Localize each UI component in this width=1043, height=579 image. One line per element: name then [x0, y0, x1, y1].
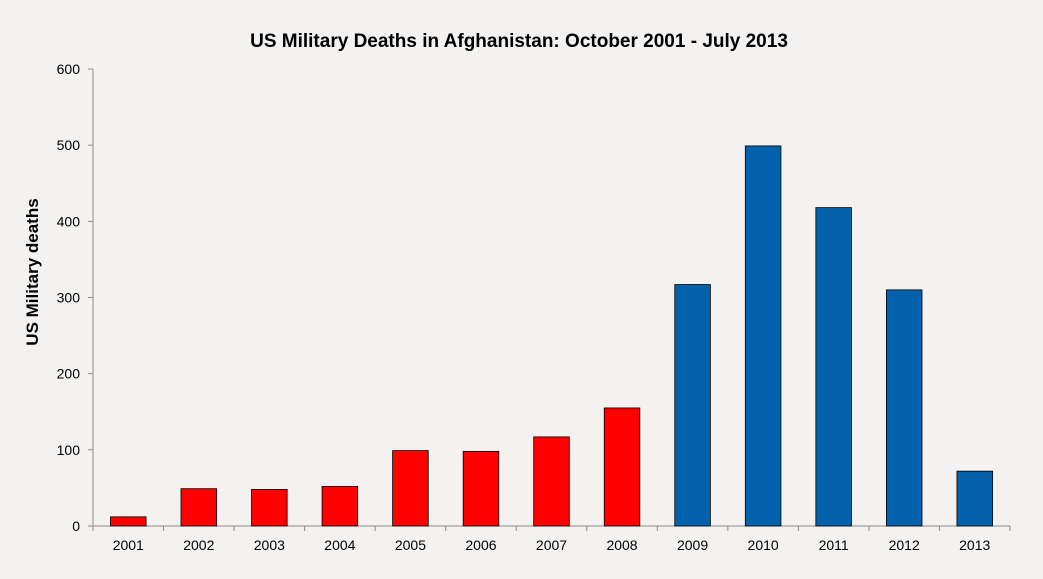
- y-axis: 0 100 200 300 400 500 600: [57, 61, 94, 534]
- x-tick-label: 2011: [819, 537, 849, 553]
- x-tick-label: 2002: [183, 537, 214, 553]
- y-tick-label: 100: [57, 442, 81, 458]
- y-tick-label: 400: [57, 213, 81, 229]
- bar-2005: [392, 450, 429, 527]
- bar-2013: [956, 470, 993, 527]
- x-tick-label: 2003: [254, 537, 285, 553]
- y-axis-label: US Military deaths: [23, 198, 42, 345]
- bar-2002: [180, 488, 218, 527]
- x-tick-label: 2008: [606, 537, 637, 553]
- x-tick-label: 2001: [113, 537, 144, 553]
- x-tick-label: 2009: [677, 537, 708, 553]
- bar-2007: [533, 436, 570, 527]
- x-tick-label: 2013: [959, 537, 990, 553]
- x-axis: 2001 2002 2003 2004 2005 2006 2007 2008 2009 2010…: [92, 525, 1011, 553]
- bar-2010: [744, 145, 782, 527]
- x-tick-label: 2007: [536, 537, 567, 553]
- x-tick-label: 2005: [395, 537, 426, 553]
- y-tick-label: 200: [57, 366, 81, 382]
- bar-2012: [885, 289, 923, 527]
- y-tick-label: 300: [57, 290, 81, 306]
- bar-2004: [321, 485, 359, 527]
- bar-2011: [815, 207, 852, 527]
- y-tick-label: 0: [72, 518, 80, 534]
- bar-2009: [674, 284, 711, 527]
- chart-title: US Military Deaths in Afghanistan: Octob…: [250, 31, 788, 52]
- x-tick-label: 2004: [324, 537, 355, 553]
- bar-2001: [110, 516, 147, 527]
- x-tick-label: 2006: [465, 537, 496, 553]
- y-tick-label: 500: [57, 137, 81, 153]
- bar-2008: [603, 407, 641, 527]
- bars: [110, 145, 993, 527]
- bar-2006: [462, 450, 500, 527]
- y-tick-label: 600: [57, 61, 81, 77]
- bar-2003: [251, 489, 288, 527]
- x-tick-label: 2010: [748, 537, 779, 553]
- x-tick-label: 2012: [889, 537, 920, 553]
